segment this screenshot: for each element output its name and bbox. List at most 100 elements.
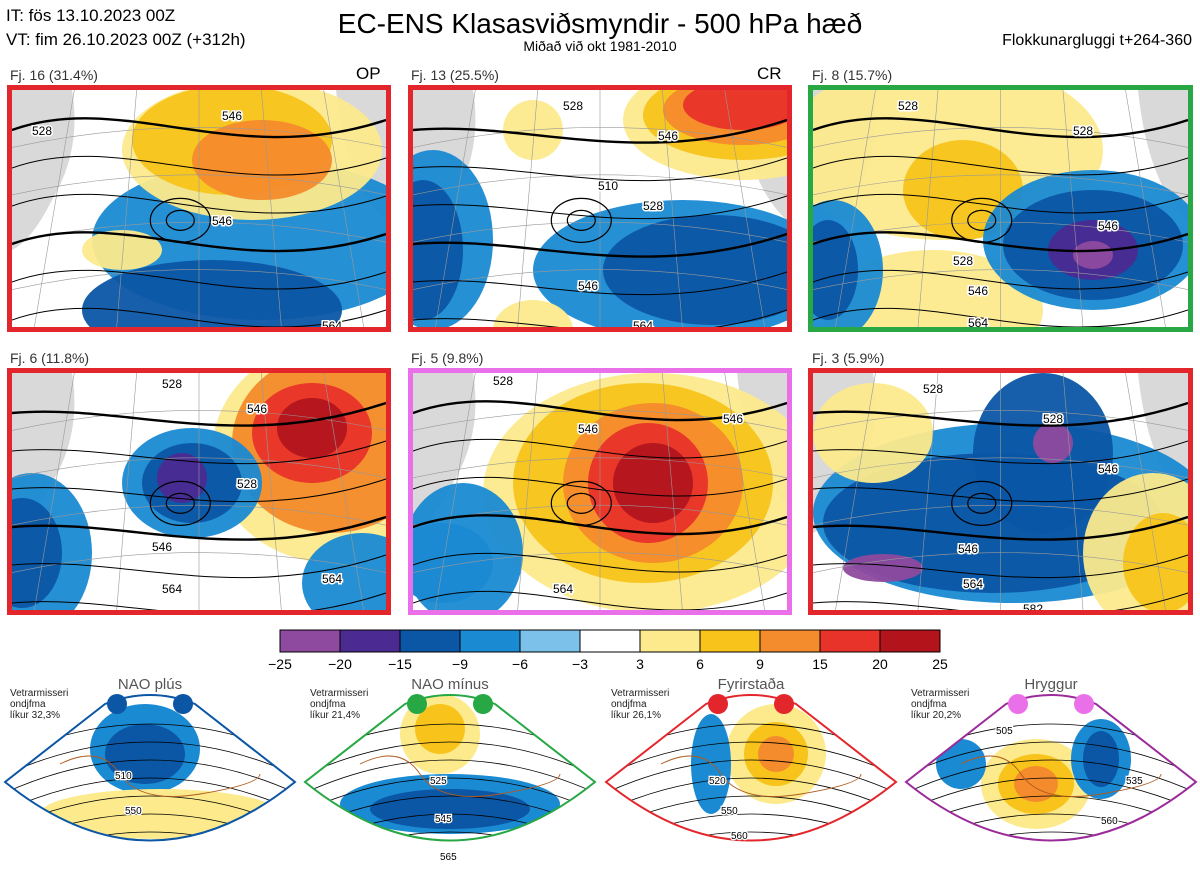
height-contour [951, 480, 1013, 526]
cluster-map-panel[interactable]: 528 528 546 546 564 582 [808, 368, 1193, 615]
colorbar-segment [639, 629, 701, 653]
colorbar-segment [579, 629, 641, 653]
panel-label: Fj. 8 (15.7%) [812, 67, 893, 83]
regime-title: Hryggur [1024, 676, 1078, 693]
colorbar-segment [879, 629, 941, 653]
height-contour [413, 118, 787, 144]
colorbar-tick-label: −3 [572, 656, 588, 672]
height-contour [12, 193, 386, 214]
height-contour [606, 759, 896, 796]
colorbar-tick-label: 3 [636, 656, 644, 672]
coastline [660, 755, 862, 797]
height-contour [305, 831, 595, 841]
contour-label: 546 [958, 542, 978, 556]
contour-label: 546 [723, 412, 743, 426]
regime-marker [407, 694, 427, 714]
graticule-line [1062, 90, 1084, 327]
graticule-line [662, 373, 683, 610]
colorbar-tick-label: −6 [512, 656, 528, 672]
regime-note: Vetrarmisseri ondjfma líkur 21,4% [310, 688, 369, 721]
anomaly-area [603, 215, 787, 325]
regime-note: Vetrarmisseri ondjfma líkur 20,2% [911, 688, 970, 721]
panel-map: 528 528 546 546 564 582 [813, 373, 1188, 610]
contour-label: 528 [32, 124, 52, 138]
colorbar-segment [279, 629, 341, 653]
height-contour [967, 492, 997, 514]
graticule-line [517, 373, 538, 610]
graticule-line [724, 90, 765, 327]
fan-border [904, 694, 1198, 842]
anomaly-area [843, 554, 923, 582]
height-contour [813, 269, 1188, 290]
graticule-line [1062, 373, 1084, 610]
anomaly-area [813, 383, 933, 483]
regime-title: NAO mínus [411, 676, 489, 693]
height-contour [413, 438, 787, 459]
panel-map: 528 546 546 564 [413, 373, 787, 610]
contour-label: 546 [578, 279, 598, 293]
regime-title: NAO plús [117, 676, 183, 693]
anomaly-area [758, 736, 794, 772]
colorbar-segment [459, 629, 521, 653]
height-contour [813, 592, 1188, 610]
anomaly-area [82, 230, 162, 270]
contour-label: 564 [968, 316, 988, 327]
regime-marker [774, 694, 794, 714]
contour-label: 505 [996, 726, 1013, 737]
height-contour [906, 759, 1196, 796]
height-contour [5, 831, 295, 841]
anomaly-area [1033, 423, 1073, 463]
contour-label: 564 [322, 572, 342, 586]
height-contour [12, 515, 386, 541]
valid-time: VT: fim 26.10.2023 00Z (+312h) [6, 30, 246, 49]
regime-title: Fyrirstaða [717, 676, 785, 693]
fan-border [303, 694, 597, 842]
height-contour [12, 401, 386, 427]
height-contour [149, 480, 211, 526]
height-contour [413, 309, 787, 327]
contour-label: 510 [598, 179, 618, 193]
page-subtitle: Miðað við okt 1981-2010 [523, 38, 677, 54]
panel-tag: OP [356, 64, 381, 83]
greenland-land [413, 373, 476, 533]
graticule-line [1125, 90, 1166, 327]
contour-label: 528 [923, 382, 943, 396]
panel-tag: CR [757, 64, 782, 83]
contour-label: 564 [322, 319, 342, 327]
contour-label: 528 [237, 477, 257, 491]
cluster-map-panel[interactable]: 528 546 510 528 546 564 [408, 85, 792, 332]
contour-label: 560 [731, 831, 748, 842]
regime-fan-map: 505 535 560 [904, 694, 1198, 842]
anomaly-area [691, 714, 731, 814]
cluster-map-panel[interactable]: 528 546 528 546 564 564 [7, 368, 391, 615]
panel-label: Fj. 5 (9.8%) [411, 350, 484, 366]
height-contour [550, 480, 612, 526]
panel-map: 528 546 528 546 564 564 [12, 373, 386, 610]
height-contour [5, 741, 295, 778]
fan-border [604, 694, 898, 842]
panel-label: Fj. 6 (11.8%) [10, 350, 90, 366]
colorbar-segment [339, 629, 401, 653]
regime-fan-map: 520 550 560 [604, 694, 898, 843]
height-contour [12, 554, 386, 579]
panel-map: 528 546 510 528 546 564 [413, 90, 787, 327]
regime-fan-map: 510 550 [3, 694, 297, 842]
contour-label: 528 [493, 374, 513, 388]
height-contour [12, 440, 386, 465]
cluster-map-panel[interactable]: 528 528 546 528 546 564 [808, 85, 1193, 332]
cluster-map-panel[interactable]: 528 546 546 564 [7, 85, 391, 332]
graticule-line [34, 90, 75, 327]
panel-label: Fj. 13 (25.5%) [411, 67, 499, 83]
height-contour [606, 741, 896, 778]
anomaly-area [415, 704, 465, 754]
height-contour [413, 232, 787, 258]
contour-label: 550 [721, 806, 738, 817]
height-contour [165, 209, 195, 231]
page-title: EC-ENS Klasasviðsmyndir - 500 hPa hæð [337, 8, 863, 39]
anomaly-area [157, 453, 207, 503]
colorbar-segment [519, 629, 581, 653]
contour-label: 546 [212, 214, 232, 228]
colorbar-tick-label: −20 [328, 656, 352, 672]
contour-label: 528 [643, 199, 663, 213]
cluster-map-panel[interactable]: 528 546 546 564 [408, 368, 792, 615]
